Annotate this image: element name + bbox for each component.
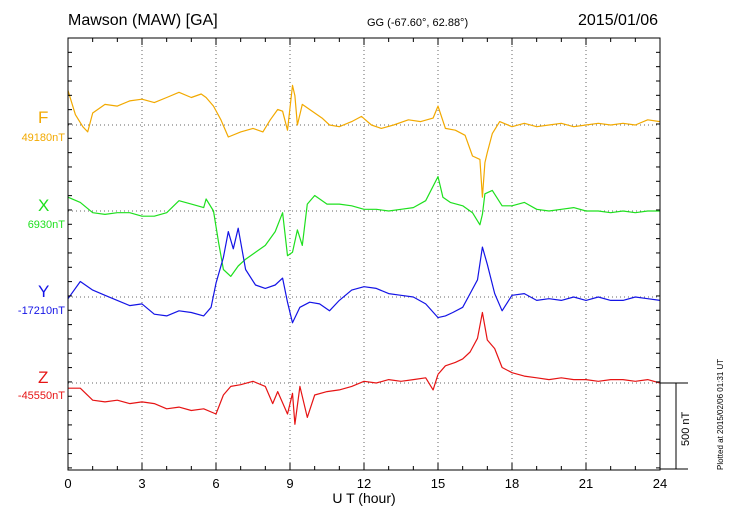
- traces: [67, 84, 661, 425]
- axis-ticks: [67, 38, 661, 470]
- trace-x: [67, 176, 660, 277]
- x-tick-label: 21: [579, 476, 593, 491]
- channel-f-baseline: 49180nT: [21, 132, 65, 144]
- channel-x-label: X: [38, 196, 50, 215]
- x-tick-labels: 0 3 6 9 12 15 18 21 24: [64, 476, 667, 491]
- x-tick-label: 12: [357, 476, 371, 491]
- station-title: Mawson (MAW) [GA]: [68, 12, 218, 29]
- x-tick-label: 15: [431, 476, 445, 491]
- trace-f: [67, 84, 661, 198]
- channel-y-label: Y: [38, 282, 50, 301]
- x-tick-label: 6: [212, 476, 219, 491]
- x-axis-label: U T (hour): [332, 490, 395, 506]
- station-coords: GG (-67.60°, 62.88°): [367, 17, 469, 29]
- x-tick-label: 9: [286, 476, 293, 491]
- x-tick-label: 24: [653, 476, 667, 491]
- x-tick-label: 3: [138, 476, 145, 491]
- channel-y-baseline: -17210nT: [17, 305, 65, 317]
- plotted-timestamp: Plotted at 2015/02/06 01:31 UT: [716, 358, 725, 470]
- channel-z-baseline: -45550nT: [17, 390, 65, 402]
- x-tick-label: 0: [64, 476, 71, 491]
- trace-z: [68, 311, 661, 425]
- trace-y: [67, 227, 661, 324]
- scale-bar-label: 500 nT: [680, 411, 692, 446]
- channel-x-baseline: 6930nT: [27, 219, 65, 231]
- x-tick-label: 18: [505, 476, 519, 491]
- plot-date: 2015/01/06: [578, 12, 659, 29]
- channel-z-label: Z: [38, 368, 49, 387]
- channel-f-label: F: [38, 108, 49, 127]
- scale-bar: [660, 382, 688, 470]
